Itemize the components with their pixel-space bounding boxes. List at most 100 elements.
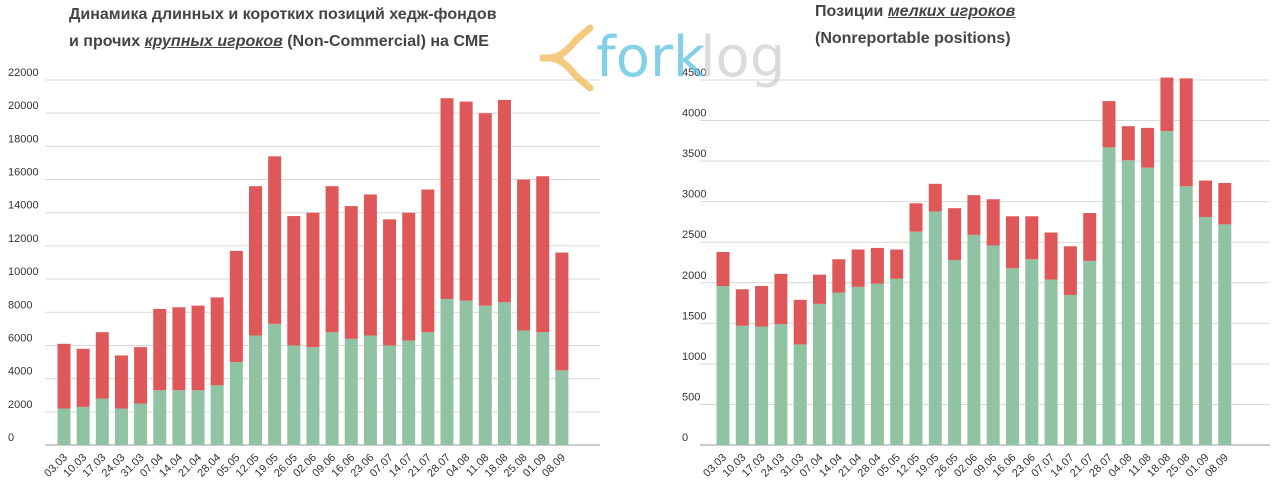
bar-long [497, 302, 511, 445]
bar-long [909, 231, 923, 445]
bar-long [735, 325, 749, 445]
bar-short [402, 212, 416, 341]
left-title-line1: Динамика длинных и коротких позиций хедж… [69, 6, 497, 23]
y-tick-label: 3000 [682, 189, 706, 201]
y-tick-label: 1500 [682, 310, 706, 322]
bar-long [210, 385, 224, 445]
left-title-line2-post: (Non-Commercial) на CME [282, 33, 489, 50]
bar-short [928, 183, 942, 212]
bar-long [1025, 259, 1039, 445]
bar-short [1063, 246, 1077, 295]
bar-long [478, 305, 492, 445]
bar-short [851, 249, 865, 287]
bar-short [344, 206, 358, 339]
bar-long [134, 403, 148, 445]
bar-short [1006, 216, 1019, 269]
bar-short [76, 348, 90, 407]
bar-long [1006, 268, 1019, 445]
bar-long [986, 245, 1000, 445]
bar-long [1083, 260, 1097, 445]
bar-long [402, 340, 416, 445]
y-tick-label: 4000 [8, 366, 32, 378]
y-tick-label: 10000 [8, 266, 39, 278]
y-tick-label: 3500 [682, 148, 706, 160]
bar-short [306, 212, 320, 348]
y-tick-label: 2000 [682, 270, 706, 282]
bar-short [459, 101, 473, 301]
y-tick-label: 20000 [8, 100, 39, 112]
bar-short [813, 274, 826, 304]
bar-long [851, 286, 865, 445]
bar-long [1218, 224, 1232, 445]
right-title-emphasis: мелких игроков [887, 3, 1016, 20]
y-tick-label: 8000 [8, 299, 32, 311]
left-stacked-bar-chart: 0 2000 4000 6000 8000 10000 12000 14000 16000 180… [8, 67, 600, 480]
bar-long [555, 370, 569, 445]
bar-short [1218, 183, 1232, 225]
y-tick-label: 4000 [682, 108, 706, 120]
y-tick-label: 4500 [682, 67, 706, 79]
bar-short [229, 250, 243, 363]
bar-short [517, 179, 531, 331]
bar-short [716, 251, 730, 287]
bar-long [325, 332, 339, 445]
bar-short [1083, 213, 1097, 261]
left-title-emphasis: крупных игроков [144, 33, 283, 50]
bar-short [536, 176, 550, 333]
bar-long [95, 398, 109, 445]
bar-long [383, 345, 397, 445]
bar-long [1063, 294, 1077, 445]
bar-long [1121, 160, 1135, 446]
bar-long [517, 330, 531, 445]
y-tick-label: 14000 [8, 200, 39, 212]
bar-long [459, 300, 473, 445]
bar-long [948, 260, 962, 445]
y-tick-label: 6000 [8, 332, 32, 344]
bar-short [986, 199, 1000, 246]
bar-short [57, 343, 71, 409]
bar-short [325, 186, 339, 333]
bar-short [478, 113, 492, 306]
bar-long [229, 362, 243, 445]
bar-long [1141, 167, 1155, 445]
bar-long [57, 408, 71, 445]
bar-short [268, 156, 282, 324]
bar-short [1044, 232, 1058, 280]
bar-long [813, 303, 826, 445]
logo-text-log: log [700, 25, 785, 90]
logo-text-fork: fork [596, 25, 706, 90]
bar-short [735, 289, 749, 326]
bar-short [1179, 78, 1193, 187]
right-chart-title: Позиции мелких игроков (Nonreportable po… [815, 0, 1015, 52]
bar-long [774, 324, 788, 445]
y-tick-label: 22000 [8, 67, 39, 79]
bar-long [870, 283, 884, 445]
right-title-line1-pre: Позиции [815, 3, 888, 20]
left-chart-title: Динамика длинных и коротких позиций хедж… [69, 1, 497, 55]
bar-long [890, 278, 904, 445]
bar-short [153, 308, 167, 391]
bar-short [793, 299, 807, 345]
bar-long [793, 344, 807, 445]
bar-short [287, 216, 301, 346]
bar-short [95, 332, 109, 399]
bar-short [890, 249, 904, 279]
bar-short [210, 297, 224, 386]
bar-long [172, 390, 186, 445]
bar-short [1141, 127, 1155, 168]
bar-long [421, 332, 435, 445]
bar-short [497, 99, 511, 303]
bar-long [249, 335, 262, 445]
bar-short [172, 307, 186, 391]
bar-short [870, 247, 884, 284]
left-title-line2-pre: и прочих [69, 33, 145, 50]
bar-long [1102, 147, 1116, 446]
bar-long [716, 286, 730, 445]
bar-long [344, 338, 358, 445]
bar-long [268, 323, 282, 445]
bar-long [1160, 131, 1174, 445]
bar-short [383, 219, 397, 346]
bar-short [774, 273, 788, 325]
bar-short [134, 347, 148, 404]
